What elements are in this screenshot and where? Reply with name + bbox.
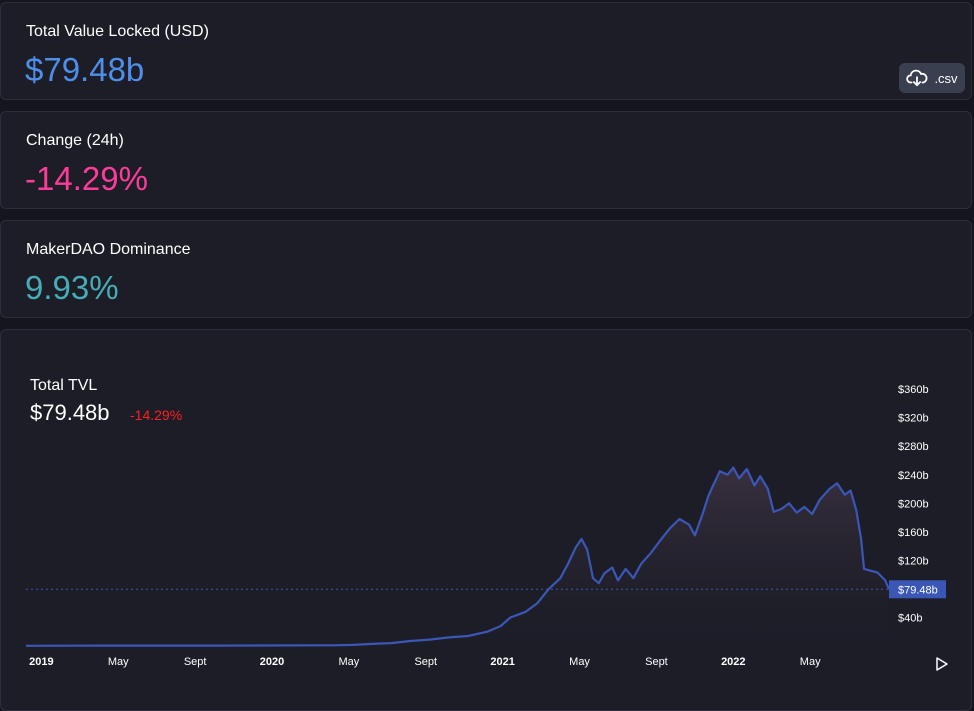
play-icon <box>936 657 948 671</box>
dominance-value: 9.93% <box>25 269 119 306</box>
tvl-label: Total Value Locked (USD) <box>26 23 209 40</box>
x-tick-label: Sept <box>414 656 437 668</box>
tvl-series-line <box>25 466 891 647</box>
y-tick-label: $120b <box>898 555 929 567</box>
dominance-card: MakerDAO Dominance 9.93% <box>0 220 972 318</box>
chart-title: Total TVL <box>30 377 98 394</box>
x-tick-label: May <box>800 656 821 668</box>
x-tick-label: 2020 <box>260 656 284 668</box>
cloud-download-icon <box>906 69 928 87</box>
x-tick-label: May <box>108 656 129 668</box>
x-tick-label: 2022 <box>721 656 745 668</box>
y-tick-label: $200b <box>898 498 929 510</box>
tvl-area-chart[interactable]: $40b$80b$120b$160b$200b$240b$280b$320b$3… <box>1 330 973 710</box>
x-tick-label: Sept <box>645 656 668 668</box>
csv-label: .csv <box>934 70 958 86</box>
x-tick-label: 2019 <box>29 656 53 668</box>
tvl-card: Total Value Locked (USD) $79.48b .csv <box>0 2 972 100</box>
tvl-value: $79.48b <box>25 51 145 88</box>
price-tag: $79.48b <box>889 580 946 599</box>
chart-change: -14.29% <box>130 407 183 423</box>
change-value: -14.29% <box>25 160 148 197</box>
play-button[interactable] <box>936 657 948 671</box>
chart-value: $79.48b <box>30 400 110 425</box>
csv-download-button[interactable]: .csv <box>899 63 965 93</box>
x-tick-label: May <box>569 656 590 668</box>
change-label: Change (24h) <box>26 132 124 149</box>
x-tick-label: May <box>339 656 360 668</box>
y-tick-label: $40b <box>898 612 922 624</box>
x-tick-label: 2021 <box>490 656 514 668</box>
dominance-label: MakerDAO Dominance <box>26 241 191 258</box>
x-tick-label: Sept <box>184 656 207 668</box>
price-tag-label: $79.48b <box>898 584 938 596</box>
tvl-area-fill <box>26 467 889 646</box>
y-tick-label: $280b <box>898 441 929 453</box>
y-tick-label: $240b <box>898 470 929 482</box>
y-tick-label: $360b <box>898 384 929 396</box>
y-tick-label: $320b <box>898 413 929 425</box>
chart-card: Total TVL $79.48b -14.29% $40b$80b$120b$… <box>0 329 972 711</box>
change-card: Change (24h) -14.29% <box>0 111 972 209</box>
y-tick-label: $160b <box>898 527 929 539</box>
